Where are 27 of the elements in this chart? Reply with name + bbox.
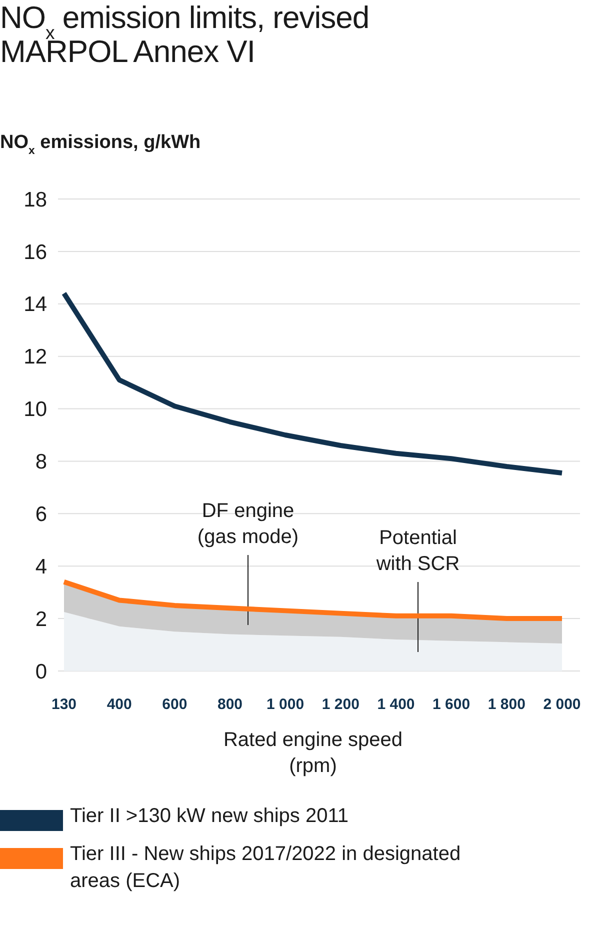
x-axis-title: Rated engine speed (rpm) [223,729,403,777]
y-tick-label: 6 [35,503,47,526]
y-tick-label: 16 [24,240,47,264]
x-tick-label: 1 600 [432,696,470,713]
y-tick-label: 14 [24,293,48,316]
legend-label: Tier II >130 kW new ships 2011 [70,805,348,827]
x-tick-label: 400 [106,696,132,713]
x-tick-label: 2 000 [543,696,581,713]
chart-title: NO$_{x}$ emission limits, revised MARPOL Annex VI [0,0,370,69]
x-tick-label: 1 400 [377,696,415,713]
x-tick-label: 1 000 [266,696,304,713]
y-tick-label: 10 [24,398,47,422]
y-tick-label: 4 [35,555,48,578]
y-tick-label: 18 [24,188,47,212]
y-tick-label: 0 [35,660,47,684]
y-tick-label: 12 [24,346,47,369]
x-tick-label: 600 [162,696,188,713]
legend-label: Tier III - New ships 2017/2022 in designated areas (ECA) [70,843,461,892]
y-tick-label: 8 [35,450,47,474]
annotation: DF engine (gas mode) [197,500,299,548]
x-tick-label: 130 [51,696,77,713]
x-tick-label: 800 [217,696,243,713]
x-tick-label: 1 800 [488,696,526,713]
x-tick-label: 1 200 [322,696,360,713]
annotation: Potential with SCR [375,527,460,575]
y-axis-title: NO$_{x}$ emissions, g/kWh [0,132,201,157]
y-tick-label: 2 [35,608,47,631]
